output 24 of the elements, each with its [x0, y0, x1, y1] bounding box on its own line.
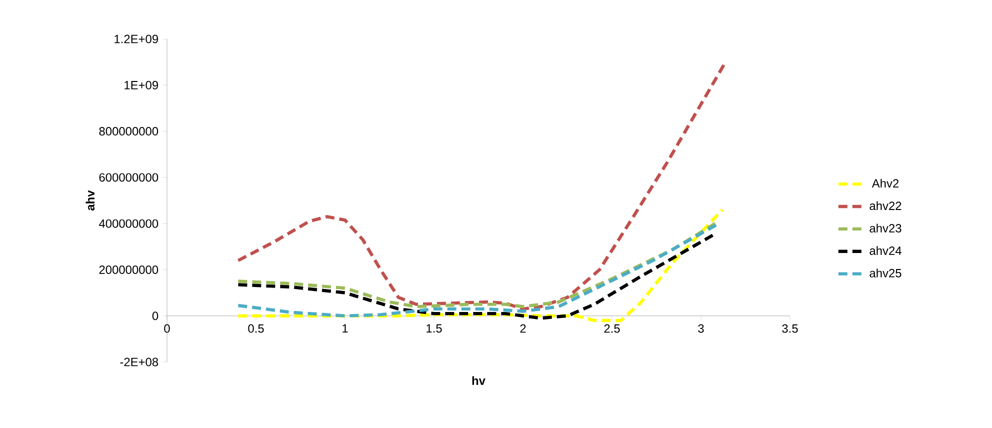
legend-label: ahv24	[870, 246, 902, 255]
x-tick-label: 3.5	[782, 324, 798, 333]
y-tick-label: 200000000	[99, 265, 158, 274]
y-tick-label: 0	[152, 312, 158, 320]
x-axis-title: hv	[472, 376, 486, 385]
y-tick-label: 600000000	[99, 173, 158, 182]
y-tick-label: 1.2E+09	[114, 34, 158, 44]
legend-label: ahv23	[870, 224, 902, 232]
y-tick-label: 1E+09	[124, 80, 158, 90]
x-tick-label: 2	[520, 324, 526, 333]
legend-label: ahv25	[870, 268, 902, 278]
legend-label: ahv22	[870, 201, 902, 210]
y-tick-label: -2E+08	[120, 358, 158, 366]
x-tick-label: 0.5	[248, 324, 264, 333]
y-tick-label: 400000000	[99, 219, 158, 228]
x-tick-label: 2.5	[604, 324, 620, 333]
y-axis-title: ahv	[86, 190, 95, 210]
x-tick-label: 0	[164, 324, 170, 333]
x-tick-label: 3	[698, 324, 704, 333]
x-tick-label: 1.5	[426, 324, 442, 333]
x-tick-label: 1	[342, 324, 348, 333]
y-tick-label: 800000000	[99, 127, 158, 136]
line-series	[236, 62, 726, 311]
legend-label: Ahv2	[872, 178, 899, 188]
